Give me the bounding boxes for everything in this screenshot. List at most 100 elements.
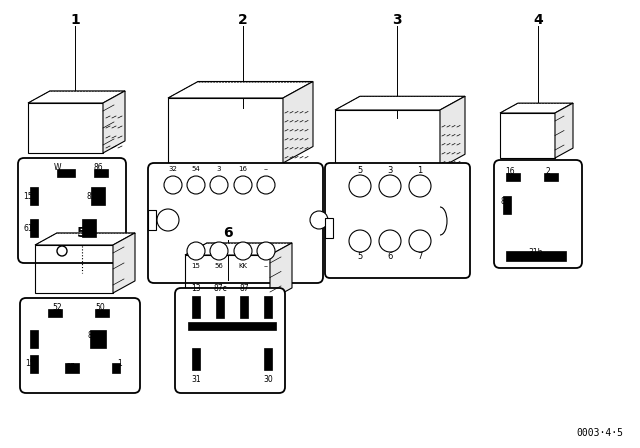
Text: 15: 15 [191, 263, 200, 269]
Text: 30: 30 [263, 375, 273, 384]
Bar [57, 169, 75, 177]
Text: 85c: 85c [86, 191, 100, 201]
Bar [65, 363, 79, 373]
FancyBboxPatch shape [18, 158, 126, 263]
Text: 2: 2 [88, 228, 92, 237]
Bar [48, 309, 62, 317]
Text: 16: 16 [505, 167, 515, 176]
Bar [82, 219, 96, 237]
Bar [264, 348, 272, 370]
Polygon shape [283, 82, 313, 163]
Circle shape [257, 242, 275, 260]
Text: 3: 3 [387, 166, 393, 175]
Bar [112, 363, 120, 373]
Text: 5: 5 [357, 252, 363, 261]
Circle shape [210, 242, 228, 260]
Text: 54: 54 [191, 166, 200, 172]
Text: 15: 15 [23, 191, 33, 201]
Circle shape [310, 211, 328, 229]
Text: 4: 4 [533, 13, 543, 27]
Text: 15: 15 [25, 359, 35, 369]
Circle shape [234, 242, 252, 260]
Circle shape [409, 175, 431, 197]
Polygon shape [555, 103, 573, 158]
Bar [95, 309, 109, 317]
Polygon shape [168, 82, 313, 98]
Circle shape [187, 176, 205, 194]
Text: 1: 1 [118, 359, 122, 369]
Text: 31: 31 [191, 375, 201, 384]
Text: 6: 6 [223, 226, 233, 240]
Polygon shape [185, 243, 292, 255]
Text: 13: 13 [191, 284, 201, 293]
Bar [94, 169, 108, 177]
Circle shape [349, 175, 371, 197]
Text: 2: 2 [238, 13, 248, 27]
Text: 16: 16 [239, 166, 248, 172]
Circle shape [57, 246, 67, 256]
Polygon shape [113, 233, 135, 293]
Text: 32: 32 [168, 166, 177, 172]
Bar [240, 296, 248, 318]
Circle shape [210, 176, 228, 194]
Text: 52: 52 [52, 303, 62, 313]
Circle shape [409, 230, 431, 252]
Text: 5: 5 [77, 226, 87, 240]
Text: --: -- [264, 263, 269, 269]
Bar [264, 296, 272, 318]
Polygon shape [500, 103, 573, 113]
Bar [503, 196, 511, 214]
Text: 67: 67 [65, 363, 75, 372]
Text: 2: 2 [546, 167, 550, 176]
Bar [30, 219, 38, 237]
Bar [192, 296, 200, 318]
Polygon shape [103, 91, 125, 153]
Text: 50: 50 [95, 303, 105, 313]
Circle shape [349, 230, 371, 252]
Bar [192, 348, 200, 370]
Text: 87: 87 [500, 197, 510, 206]
Text: 1: 1 [70, 13, 80, 27]
Text: 61: 61 [23, 224, 33, 233]
Text: 56: 56 [214, 263, 223, 269]
Circle shape [257, 176, 275, 194]
FancyBboxPatch shape [325, 163, 470, 278]
Bar [91, 187, 105, 205]
Text: 31b: 31b [529, 247, 543, 257]
Bar [216, 296, 224, 318]
Polygon shape [35, 233, 135, 245]
Bar [325, 218, 333, 238]
Bar [506, 173, 520, 181]
Polygon shape [335, 96, 465, 110]
Bar [30, 330, 38, 348]
Bar [188, 322, 276, 330]
Bar [506, 251, 566, 261]
Circle shape [379, 230, 401, 252]
Text: KK: KK [239, 263, 248, 269]
Bar [90, 330, 106, 348]
Circle shape [187, 242, 205, 260]
FancyBboxPatch shape [20, 298, 140, 393]
Text: 1: 1 [417, 166, 422, 175]
Text: 3: 3 [392, 13, 402, 27]
Circle shape [164, 176, 182, 194]
Text: 86: 86 [93, 163, 103, 172]
Bar [30, 187, 38, 205]
Text: 87c: 87c [213, 284, 227, 293]
Text: 87: 87 [239, 284, 249, 293]
Text: 87a: 87a [88, 332, 102, 340]
Text: W: W [53, 163, 61, 172]
Text: 5: 5 [357, 166, 363, 175]
FancyBboxPatch shape [175, 288, 285, 393]
Text: 3: 3 [217, 166, 221, 172]
Bar [148, 210, 156, 230]
Text: 6: 6 [387, 252, 393, 261]
Bar [30, 355, 38, 373]
FancyBboxPatch shape [494, 160, 582, 268]
Polygon shape [270, 243, 292, 300]
Text: 7: 7 [417, 252, 422, 261]
FancyBboxPatch shape [148, 163, 323, 283]
Bar [544, 173, 558, 181]
Polygon shape [28, 91, 125, 103]
Text: --: -- [264, 166, 269, 172]
